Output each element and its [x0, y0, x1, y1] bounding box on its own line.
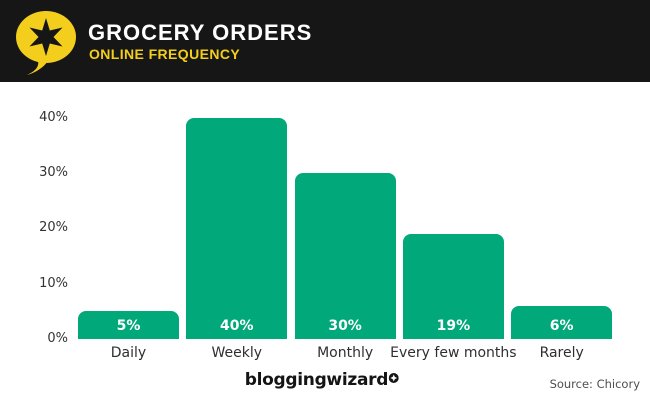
bar-value-label: 40% [220, 317, 254, 334]
x-category-label: Daily [110, 345, 147, 361]
bar-every-few-months: 19% [402, 233, 504, 339]
x-category-label: Every few months [390, 345, 517, 361]
bar-value-label: 5% [116, 317, 141, 334]
sparkle-badge-icon [389, 368, 400, 387]
source-attribution: Source: Chicory [549, 377, 640, 391]
bar-monthly: 30% [294, 173, 396, 339]
y-tick-label: 0% [47, 331, 68, 346]
bar-daily: 5% [78, 311, 179, 339]
bar-weekly: 40% [186, 117, 288, 339]
x-category-label: Weekly [211, 345, 263, 361]
y-tick-label: 20% [39, 220, 68, 236]
x-category-label: Monthly [317, 345, 374, 361]
bar-value-label: 30% [328, 317, 362, 334]
brand-name: bloggingwizard [244, 370, 389, 390]
y-tick-label: 30% [39, 165, 68, 181]
bloggingwizard-wordmark: bloggingwizard [244, 368, 400, 390]
x-category-label: Rarely [539, 345, 584, 361]
speech-bubble-star-icon [14, 9, 80, 75]
bar-rarely: 6% [511, 305, 613, 339]
header: GROCERY ORDERS ONLINE FREQUENCY [0, 0, 650, 82]
bar-value-label: 19% [436, 317, 471, 334]
y-tick-label: 10% [39, 275, 68, 291]
header-titles: GROCERY ORDERS ONLINE FREQUENCY [88, 21, 312, 61]
page-title: GROCERY ORDERS [88, 19, 313, 45]
page-subtitle: ONLINE FREQUENCY [89, 46, 241, 63]
y-tick-label: 40% [39, 109, 68, 125]
bar-value-label: 6% [549, 317, 574, 334]
